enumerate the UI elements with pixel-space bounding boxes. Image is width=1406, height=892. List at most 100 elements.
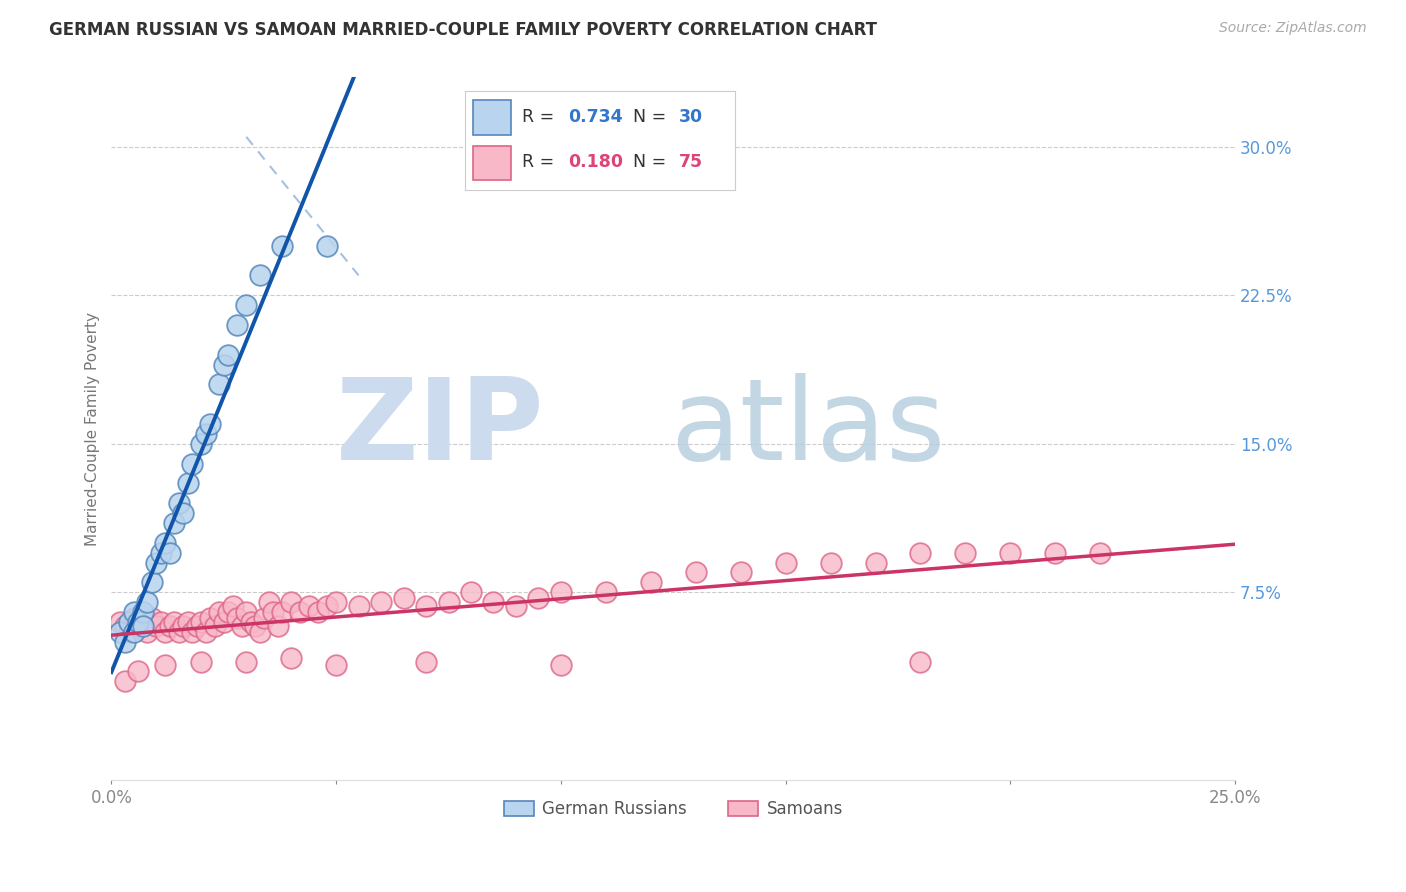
Point — [257, 595, 280, 609]
Point — [186, 619, 208, 633]
Point — [212, 615, 235, 629]
Point — [262, 605, 284, 619]
Point — [640, 575, 662, 590]
Text: GERMAN RUSSIAN VS SAMOAN MARRIED-COUPLE FAMILY POVERTY CORRELATION CHART: GERMAN RUSSIAN VS SAMOAN MARRIED-COUPLE … — [49, 21, 877, 38]
Point — [122, 605, 145, 619]
Point — [910, 655, 932, 669]
Point — [226, 611, 249, 625]
Point — [280, 595, 302, 609]
Point — [392, 591, 415, 606]
Point — [194, 624, 217, 639]
Point — [194, 426, 217, 441]
Point — [775, 556, 797, 570]
Point — [212, 358, 235, 372]
Point — [208, 377, 231, 392]
Point — [316, 238, 339, 252]
Point — [127, 619, 149, 633]
Point — [325, 595, 347, 609]
Point — [290, 605, 312, 619]
Point — [217, 348, 239, 362]
Point — [1090, 546, 1112, 560]
Point — [172, 506, 194, 520]
Point — [136, 595, 159, 609]
Point — [245, 619, 267, 633]
Point — [239, 615, 262, 629]
Point — [190, 436, 212, 450]
Point — [253, 611, 276, 625]
Point — [231, 619, 253, 633]
Point — [910, 546, 932, 560]
Point — [527, 591, 550, 606]
Point — [190, 655, 212, 669]
Point — [1000, 546, 1022, 560]
Text: ZIP: ZIP — [336, 374, 544, 484]
Point — [190, 615, 212, 629]
Point — [118, 624, 141, 639]
Point — [172, 619, 194, 633]
Point — [325, 658, 347, 673]
Point — [271, 605, 294, 619]
Point — [155, 535, 177, 549]
Point — [132, 619, 155, 633]
Point — [307, 605, 329, 619]
Point — [149, 615, 172, 629]
Point — [298, 599, 321, 613]
Point — [280, 650, 302, 665]
Point — [159, 546, 181, 560]
Point — [110, 624, 132, 639]
Point — [208, 605, 231, 619]
Point — [370, 595, 392, 609]
Point — [204, 619, 226, 633]
Point — [249, 624, 271, 639]
Point — [595, 585, 617, 599]
Point — [163, 615, 186, 629]
Point — [505, 599, 527, 613]
Point — [235, 605, 257, 619]
Point — [110, 615, 132, 629]
Point — [177, 476, 200, 491]
Point — [177, 615, 200, 629]
Point — [127, 665, 149, 679]
Point — [415, 655, 437, 669]
Point — [685, 566, 707, 580]
Point — [347, 599, 370, 613]
Point — [550, 585, 572, 599]
Point — [316, 599, 339, 613]
Y-axis label: Married-Couple Family Poverty: Married-Couple Family Poverty — [86, 312, 100, 546]
Point — [235, 655, 257, 669]
Text: Source: ZipAtlas.com: Source: ZipAtlas.com — [1219, 21, 1367, 35]
Point — [415, 599, 437, 613]
Point — [249, 268, 271, 283]
Point — [145, 619, 167, 633]
Point — [235, 298, 257, 312]
Point — [271, 238, 294, 252]
Point — [141, 575, 163, 590]
Point — [149, 546, 172, 560]
Point — [865, 556, 887, 570]
Point — [167, 496, 190, 510]
Point — [159, 619, 181, 633]
Point — [200, 417, 222, 431]
Point — [200, 611, 222, 625]
Point — [132, 615, 155, 629]
Point — [167, 624, 190, 639]
Point — [122, 624, 145, 639]
Point — [114, 634, 136, 648]
Point — [820, 556, 842, 570]
Point — [155, 624, 177, 639]
Point — [181, 624, 204, 639]
Point — [550, 658, 572, 673]
Point — [163, 516, 186, 530]
Text: atlas: atlas — [671, 374, 946, 484]
Point — [267, 619, 290, 633]
Point — [955, 546, 977, 560]
Point — [1045, 546, 1067, 560]
Point — [141, 611, 163, 625]
Legend: German Russians, Samoans: German Russians, Samoans — [496, 793, 849, 825]
Point — [217, 605, 239, 619]
Point — [155, 658, 177, 673]
Point — [122, 611, 145, 625]
Point — [222, 599, 245, 613]
Point — [226, 318, 249, 332]
Point — [437, 595, 460, 609]
